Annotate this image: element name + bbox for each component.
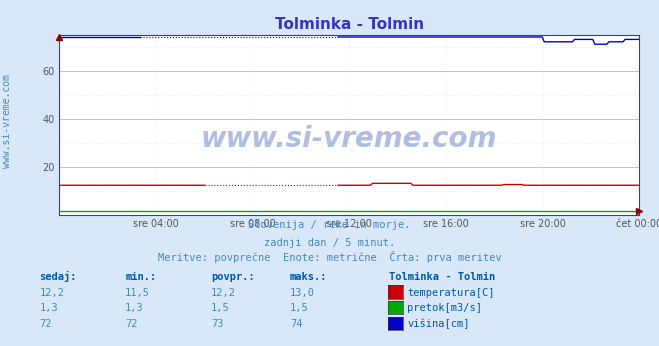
Text: 13,0: 13,0 (290, 288, 315, 298)
Text: pretok[m3/s]: pretok[m3/s] (407, 303, 482, 313)
Text: temperatura[C]: temperatura[C] (407, 288, 495, 298)
Text: 74: 74 (290, 319, 302, 329)
Text: Slovenija / reke in morje.: Slovenija / reke in morje. (248, 220, 411, 230)
Text: min.:: min.: (125, 272, 156, 282)
Text: 1,5: 1,5 (211, 303, 229, 313)
Text: 1,3: 1,3 (125, 303, 144, 313)
Text: višina[cm]: višina[cm] (407, 319, 470, 329)
Text: povpr.:: povpr.: (211, 272, 254, 282)
Text: sedaj:: sedaj: (40, 271, 77, 282)
Text: 1,3: 1,3 (40, 303, 58, 313)
Text: 73: 73 (211, 319, 223, 329)
Text: www.si-vreme.com: www.si-vreme.com (201, 125, 498, 153)
Title: Tolminka - Tolmin: Tolminka - Tolmin (275, 17, 424, 32)
Text: 11,5: 11,5 (125, 288, 150, 298)
Text: 12,2: 12,2 (211, 288, 236, 298)
Text: 1,5: 1,5 (290, 303, 308, 313)
Text: 72: 72 (40, 319, 52, 329)
Text: www.si-vreme.com: www.si-vreme.com (1, 74, 12, 168)
Text: maks.:: maks.: (290, 272, 328, 282)
Text: 12,2: 12,2 (40, 288, 65, 298)
Text: Meritve: povprečne  Enote: metrične  Črta: prva meritev: Meritve: povprečne Enote: metrične Črta:… (158, 251, 501, 263)
Text: 72: 72 (125, 319, 138, 329)
Text: zadnji dan / 5 minut.: zadnji dan / 5 minut. (264, 238, 395, 248)
Text: Tolminka - Tolmin: Tolminka - Tolmin (389, 272, 495, 282)
